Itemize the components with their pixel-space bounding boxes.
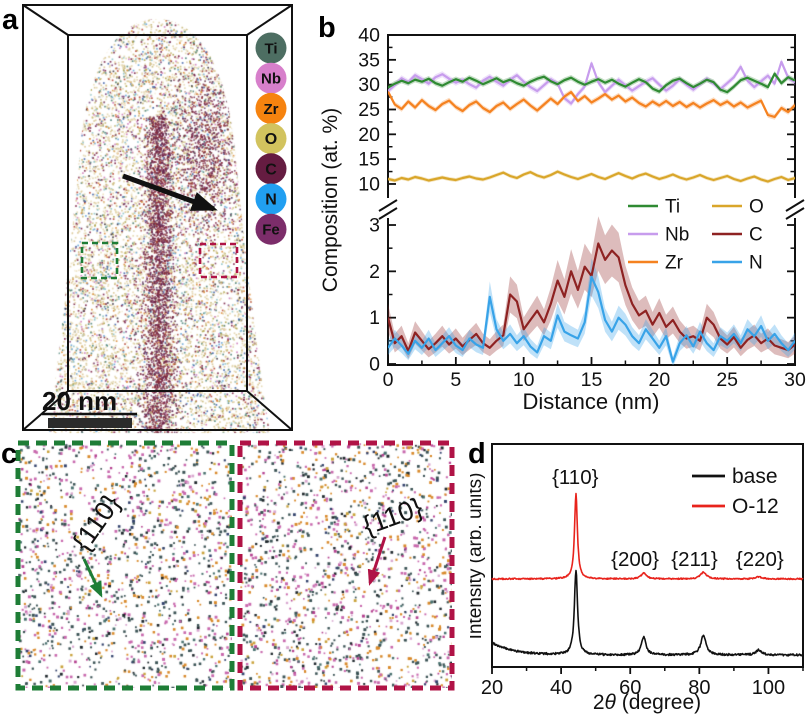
b-series-line-Zr bbox=[388, 90, 795, 119]
box-diagonal-1 bbox=[246, 4, 293, 36]
b-xtick-label: 0 bbox=[383, 369, 394, 391]
b-band-N bbox=[388, 258, 795, 365]
d-xtick-label: 40 bbox=[550, 677, 572, 699]
b-x-axis-label: Distance (nm) bbox=[523, 389, 660, 414]
element-badge-Fe bbox=[255, 213, 287, 245]
d-legend-label-base: base bbox=[732, 465, 778, 488]
panel-d-letter: d bbox=[468, 438, 486, 470]
theta-symbol: θ bbox=[605, 691, 617, 714]
b-ytick-label: 30 bbox=[358, 74, 380, 96]
panel-a-letter: a bbox=[2, 4, 19, 36]
box-diagonal-3 bbox=[246, 390, 293, 431]
d-series-line-base bbox=[491, 569, 804, 657]
b-legend-label-Ti: Ti bbox=[665, 197, 680, 218]
box-diagonal-0 bbox=[22, 4, 69, 36]
panel-c-overlay: {110} {110} bbox=[15, 440, 455, 691]
roi-box-crimson bbox=[198, 242, 239, 279]
c-right-plane-annotation: {110} bbox=[359, 492, 427, 541]
b-legend-label-C: C bbox=[749, 225, 763, 246]
panel-b-letter: b bbox=[318, 12, 336, 44]
element-badge-label-Zr: Zr bbox=[264, 101, 279, 118]
b-band-Zr bbox=[388, 88, 795, 120]
atom-map-left-canvas bbox=[18, 443, 232, 688]
roi-box-green bbox=[80, 241, 119, 280]
d-xtick-label: 80 bbox=[688, 677, 710, 699]
b-xtick-label: 15 bbox=[581, 369, 603, 391]
d-xlabel-part1: 2 bbox=[593, 691, 605, 714]
b-ytick-label: 40 bbox=[358, 25, 380, 47]
b-y-axis-label: Composition (at. %) bbox=[319, 108, 342, 292]
d-xtick-label: 100 bbox=[752, 677, 785, 699]
box-outer-frame bbox=[22, 4, 293, 431]
b-series-line-Nb bbox=[388, 60, 795, 105]
b-legend-label-O: O bbox=[749, 197, 764, 218]
b-axis-break-left bbox=[378, 199, 398, 212]
composition-profile-chart: Composition (at. %) Distance (nm) 0 5 10 15… bbox=[319, 25, 806, 415]
b-legend-label-Zr: Zr bbox=[665, 253, 684, 274]
d-x-axis-label: 2θ (degree) bbox=[593, 691, 701, 714]
box-diagonal-2 bbox=[22, 390, 69, 431]
b-ytick-label: 35 bbox=[358, 49, 380, 71]
element-badge-Nb bbox=[255, 62, 287, 94]
box-inner-frame bbox=[67, 34, 248, 392]
b-legend-label-Nb: Nb bbox=[665, 225, 689, 246]
b-ytick-label: 1 bbox=[369, 307, 380, 329]
scale-bar bbox=[48, 418, 132, 428]
b-xtick-label: 5 bbox=[450, 369, 461, 391]
b-xtick-label: 10 bbox=[513, 369, 535, 391]
element-badge-label-Ti: Ti bbox=[264, 41, 277, 58]
d-xtick-label: 60 bbox=[619, 677, 641, 699]
analysis-direction-arrow bbox=[122, 173, 218, 212]
element-badge-label-C: C bbox=[265, 161, 277, 178]
b-xtick-label: 20 bbox=[648, 369, 670, 391]
b-xtick-label: 30 bbox=[784, 369, 806, 391]
b-axis-break-left bbox=[378, 207, 398, 220]
panel-c-letter: c bbox=[1, 438, 18, 470]
d-peak-label-220: {220} bbox=[736, 548, 784, 571]
b-band-C bbox=[388, 216, 795, 359]
b-legend-label-N: N bbox=[749, 253, 763, 274]
d-xtick-label: 20 bbox=[481, 677, 503, 699]
d-plot-frame bbox=[491, 443, 804, 668]
atom-map-right-canvas bbox=[240, 443, 452, 688]
element-badge-label-N: N bbox=[265, 192, 277, 209]
xrd-chart: Intensity (arb. units) 2θ (degree) 20 40 6… bbox=[470, 443, 804, 714]
b-ytick-label: 10 bbox=[358, 173, 380, 195]
b-series-line-Ti bbox=[388, 72, 795, 94]
b-ytick-label: 3 bbox=[369, 215, 380, 237]
b-ytick-label: 15 bbox=[358, 149, 380, 171]
b-ytick-label: 0 bbox=[369, 354, 380, 376]
d-peak-label-200: {200} bbox=[611, 548, 659, 571]
element-badge-label-Fe: Fe bbox=[262, 222, 280, 239]
element-badge-Ti bbox=[255, 32, 287, 64]
element-badge-label-Nb: Nb bbox=[261, 71, 281, 88]
b-ytick-label: 20 bbox=[358, 124, 380, 146]
b-series-line-N bbox=[388, 275, 795, 363]
element-badge-C bbox=[255, 153, 287, 185]
c-left-dashed-border bbox=[15, 440, 235, 691]
b-ytick-label: 2 bbox=[369, 261, 380, 283]
b-band-O bbox=[388, 169, 795, 184]
b-xtick-label: 25 bbox=[716, 369, 738, 391]
element-badge-Zr bbox=[255, 92, 287, 124]
d-peak-label-110: {110} bbox=[552, 466, 599, 489]
d-legend-label-O-12: O-12 bbox=[732, 495, 779, 518]
b-series-line-O bbox=[388, 170, 795, 183]
c-right-dashed-border bbox=[237, 440, 455, 691]
c-right-plane-arrow bbox=[367, 536, 387, 586]
b-ytick-label: 25 bbox=[358, 99, 380, 121]
d-series-line-O-12 bbox=[491, 492, 804, 581]
element-badge-label-O: O bbox=[265, 131, 277, 148]
c-left-plane-arrow bbox=[82, 558, 103, 598]
d-y-axis-label: Intensity (arb. units) bbox=[470, 473, 486, 640]
b-axis-break-right bbox=[785, 199, 805, 212]
element-badge-N bbox=[255, 183, 287, 215]
b-axis-break-right bbox=[785, 207, 805, 220]
element-badge-O bbox=[255, 123, 287, 155]
d-peak-label-211: {211} bbox=[671, 548, 718, 571]
d-xlabel-part2: (degree) bbox=[616, 691, 701, 714]
c-left-plane-annotation: {110} bbox=[67, 489, 127, 556]
